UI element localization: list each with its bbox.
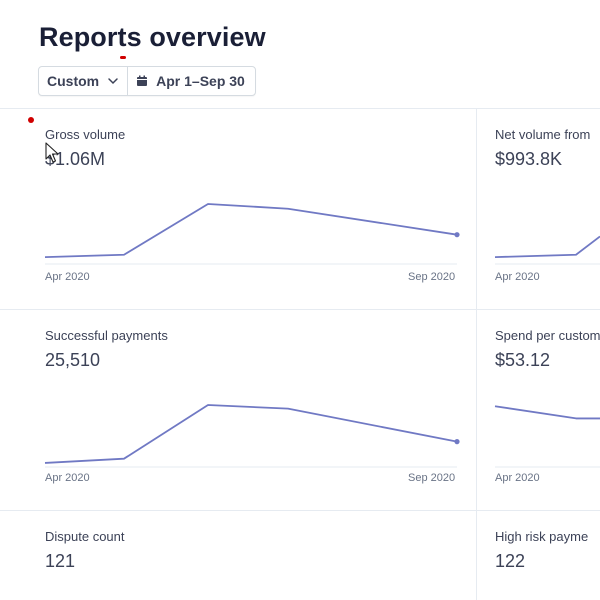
mouse-pointer-icon xyxy=(45,142,59,163)
card-label: Net volume from xyxy=(495,127,591,142)
page-title: Reports overview xyxy=(39,22,266,52)
series-line xyxy=(44,203,458,258)
divider xyxy=(0,510,600,511)
card-value: $1.06M xyxy=(45,149,106,169)
card-label: Gross volume xyxy=(45,127,126,142)
x-axis-start-label: Apr 2020 xyxy=(495,271,540,283)
card-label: High risk payme xyxy=(495,529,589,544)
card-value: $993.8K xyxy=(495,149,563,169)
chevron-down-icon xyxy=(108,78,118,85)
x-axis-start-label: Apr 2020 xyxy=(45,472,90,484)
click-marker-dot xyxy=(28,117,34,123)
card-value: 121 xyxy=(45,551,76,571)
x-axis-end-label: Sep 2020 xyxy=(408,472,456,484)
date-filter-bar: Custom Apr 1–Sep 30 xyxy=(38,66,256,96)
series-line xyxy=(494,235,600,258)
card-value: 122 xyxy=(495,551,526,571)
divider xyxy=(476,108,477,600)
card-label: Successful payments xyxy=(45,328,168,343)
x-axis-start-label: Apr 2020 xyxy=(495,472,540,484)
series-line xyxy=(44,404,458,464)
series-line xyxy=(494,405,600,420)
preset-dropdown[interactable]: Custom xyxy=(39,67,129,95)
x-axis-start-label: Apr 2020 xyxy=(45,271,90,283)
calendar-icon xyxy=(137,75,148,86)
card-value: 25,510 xyxy=(45,350,101,370)
divider xyxy=(0,108,600,109)
end-point xyxy=(454,439,460,445)
end-point xyxy=(454,232,460,238)
preset-label: Custom xyxy=(47,73,100,89)
divider xyxy=(0,309,600,310)
card-label: Spend per custom xyxy=(495,328,600,343)
date-range-label: Apr 1–Sep 30 xyxy=(156,73,245,89)
click-marker-dash xyxy=(120,56,126,59)
card-value: $53.12 xyxy=(495,350,551,370)
card-label: Dispute count xyxy=(45,529,125,544)
date-range-button[interactable]: Apr 1–Sep 30 xyxy=(128,67,255,95)
x-axis-end-label: Sep 2020 xyxy=(408,271,456,283)
